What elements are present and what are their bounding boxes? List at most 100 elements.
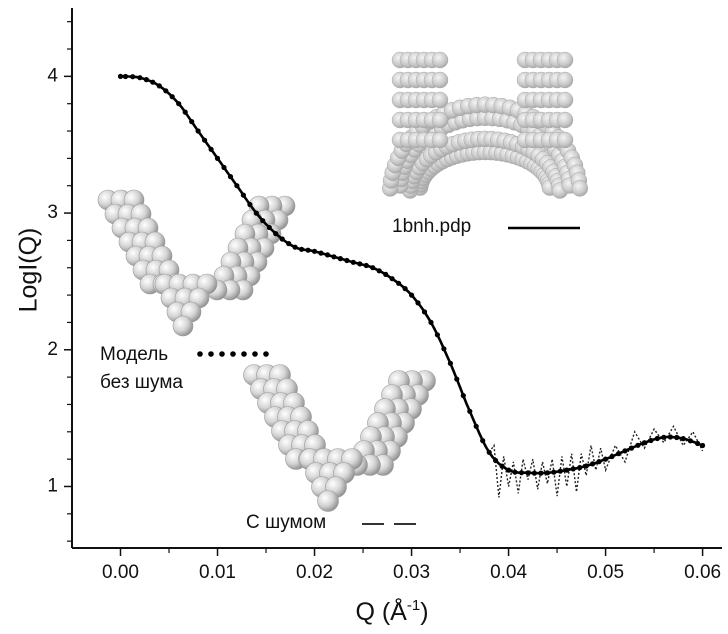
series-model-point <box>590 461 596 467</box>
series-model-point <box>454 376 460 382</box>
series-model-point <box>687 438 694 444</box>
legend-dot <box>197 351 203 357</box>
legend-label-model-line1: Модель <box>100 344 168 365</box>
series-model-point <box>486 449 492 455</box>
series-model-point <box>622 448 628 454</box>
series-layer <box>117 73 706 498</box>
series-model-point <box>221 164 227 171</box>
series-model-point <box>324 252 331 258</box>
legend-dot <box>230 351 236 357</box>
series-model-point <box>130 74 136 80</box>
series-model-point <box>421 309 428 315</box>
series-model-point <box>661 434 667 440</box>
series-model-point <box>480 438 486 444</box>
series-model-point <box>344 257 350 264</box>
series-model-point <box>538 470 544 476</box>
series-model-point <box>176 101 182 107</box>
series-noisy-line <box>488 424 704 498</box>
series-model-point <box>648 437 654 444</box>
series-model-point <box>156 83 162 89</box>
series-model-point <box>506 467 512 473</box>
legend-dot <box>219 351 225 357</box>
series-model-point <box>337 256 343 262</box>
series-model-point <box>396 280 402 286</box>
series-model-point <box>570 466 576 472</box>
protein-atom <box>556 91 574 109</box>
legend-label-pdb: 1bnh.pdp <box>392 216 471 237</box>
series-model-point <box>363 262 369 269</box>
bead-sphere <box>317 490 339 512</box>
series-model-point <box>557 468 563 474</box>
series-model-point <box>460 393 466 399</box>
legend-dots-model <box>197 351 269 357</box>
series-model-point <box>318 250 324 256</box>
series-model-point <box>227 174 234 180</box>
series-model-point <box>473 423 479 429</box>
series-model-point <box>628 445 635 451</box>
legend-dot <box>241 351 247 357</box>
series-model-point <box>150 79 156 85</box>
series-model-point <box>654 435 660 442</box>
y-tick-label: 2 <box>47 339 58 360</box>
y-axis-title: LogI(Q) <box>15 228 43 313</box>
series-model-point <box>389 276 395 282</box>
series-model-point <box>279 236 285 242</box>
series-model-point <box>292 244 298 250</box>
series-model-point <box>305 247 311 253</box>
legend-dot <box>252 351 258 357</box>
x-tick-label: 0.05 <box>587 562 624 583</box>
series-model-point <box>493 457 499 464</box>
series-model-point <box>583 463 589 469</box>
series-model-point <box>195 128 201 134</box>
protein-atom <box>431 71 449 89</box>
series-model-point <box>383 271 389 277</box>
protein-atom <box>556 111 574 129</box>
y-tick-label: 1 <box>47 475 58 496</box>
x-tick-label: 0.03 <box>393 562 430 583</box>
protein-atom <box>431 131 449 149</box>
series-model-point <box>208 146 214 152</box>
series-model-point <box>512 469 518 475</box>
x-tick-label: 0.00 <box>102 562 139 583</box>
x-tick-label: 0.04 <box>490 562 527 583</box>
series-model-point <box>331 254 337 260</box>
series-model-point <box>189 119 195 125</box>
series-model-point <box>680 436 686 442</box>
protein-atom <box>556 131 574 149</box>
series-model-point <box>641 440 648 446</box>
series-model-point <box>143 77 149 83</box>
series-model-point <box>214 155 221 161</box>
x-axis-title: Q (Å-1) <box>355 596 428 626</box>
series-model-point <box>247 201 253 208</box>
series-model-point <box>525 470 531 476</box>
series-model-point <box>402 286 408 292</box>
series-model-point <box>441 346 447 352</box>
series-model-point <box>609 453 615 460</box>
series-model-point <box>137 75 143 81</box>
series-model-point <box>169 94 175 100</box>
series-model-point <box>182 109 188 115</box>
y-ticks: 1 2 3 4 <box>47 21 72 542</box>
series-model-point <box>273 231 279 237</box>
series-model-point <box>202 137 208 143</box>
series-model-point <box>615 451 622 457</box>
series-model-point <box>299 246 305 252</box>
series-model-point <box>163 88 169 94</box>
series-model-point <box>286 241 292 247</box>
series-model-point <box>700 442 706 449</box>
series-model-point <box>357 261 363 267</box>
series-model-point <box>551 469 557 475</box>
series-model-point <box>311 248 318 254</box>
y-tick-label: 4 <box>47 65 58 86</box>
series-model-point <box>467 408 473 414</box>
series-model-point <box>577 465 583 471</box>
series-model-point <box>499 463 505 469</box>
series-model-point <box>674 434 680 441</box>
x-axis-title-main: Q (Å <box>355 596 407 626</box>
protein-structure-illustration <box>381 51 589 199</box>
series-model-point <box>122 73 129 80</box>
series-model-point <box>266 224 272 231</box>
x-tick-label: 0.02 <box>296 562 333 583</box>
noisy-bead-model-illustration <box>243 364 436 512</box>
